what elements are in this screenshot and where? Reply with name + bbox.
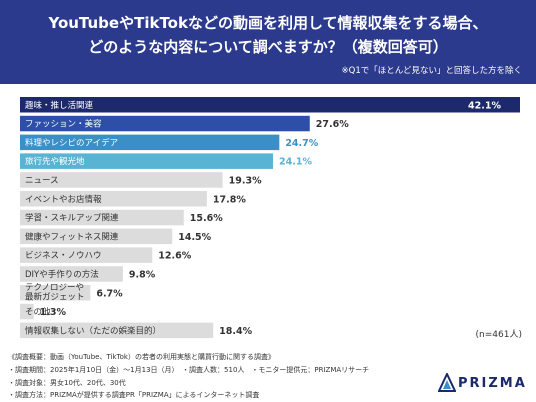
footer-summary: 《調査概要：動画（YouTube、TikTok）の若者の利用実態と購買行動に関す…	[8, 353, 275, 361]
chart-note: ※Q1で「ほとんど見ない」と回答した方を除く	[341, 66, 522, 76]
value-label: 6.7%	[96, 288, 123, 299]
prizma-logo-icon	[438, 373, 456, 392]
category-label: ビジネス・ノウハウ	[25, 251, 102, 261]
bar-group: DIYや手作りの方法 9.8%	[20, 266, 156, 282]
bar	[20, 209, 184, 226]
chart-title-line2: どのような内容について調べますか？（複数回答可）	[88, 38, 448, 56]
bar-group: ファッション・美容 27.6%	[20, 115, 349, 132]
value-label: 42.1%	[468, 100, 501, 111]
category-label: 学習・スキルアップ関連	[25, 213, 119, 224]
chart-title-line1: YouTubeやTikTokなどの動画を利用して情報収集をする場合、	[48, 14, 488, 32]
header-banner: YouTubeやTikTokなどの動画を利用して情報収集をする場合、 どのような…	[0, 0, 536, 84]
footer-period: ・調査期間：2025年1月10日（金）〜1月13日（月） ・調査人数：510人 …	[8, 366, 370, 374]
bar-value-bg	[462, 97, 520, 113]
bar	[20, 134, 280, 151]
bar	[20, 115, 310, 132]
value-label: 15.6%	[190, 213, 223, 224]
category-label: DIYや手作りの方法	[25, 269, 99, 280]
bar-group: 趣味・推し活関連 42.1%	[20, 97, 520, 113]
sample-size-label: (n=461人)	[475, 330, 522, 340]
bar	[20, 303, 34, 320]
footer-target: ・調査対象：男女10代、20代、30代	[8, 379, 126, 387]
value-label: 18.4%	[219, 326, 252, 337]
value-label: 14.5%	[178, 232, 211, 243]
category-label: 情報収集しない（ただの娯楽目的）	[25, 325, 161, 336]
bar-group: ニュース 19.3%	[20, 172, 262, 188]
category-label: ニュース	[25, 176, 59, 186]
category-label: ファッション・美容	[25, 119, 102, 130]
bar	[20, 247, 153, 263]
bar-group: 情報収集しない（ただの娯楽目的） 18.4%	[20, 322, 253, 339]
bar	[20, 172, 223, 188]
value-label: 17.8%	[213, 194, 246, 205]
bar	[20, 322, 214, 339]
bar-group: 料理やレシピのアイデア 24.7%	[20, 134, 319, 151]
value-label: 9.8%	[129, 269, 156, 280]
value-label: 27.6%	[316, 119, 349, 130]
bar-group: 学習・スキルアップ関連 15.6%	[20, 209, 223, 226]
category-label: 趣味・推し活関連	[25, 100, 94, 111]
footer-method: ・調査方法：PRIZMAが提供する調査PR「PRIZMA」によるインターネット調…	[8, 391, 260, 399]
bar-chart: 趣味・推し活関連 42.1% ファッション・美容 27.6% 料理やレシピのアイデア 24…	[20, 97, 520, 339]
value-label: 24.1%	[279, 157, 312, 168]
category-label: 健康やフィットネス関連	[25, 231, 119, 242]
category-label: その他	[25, 307, 51, 318]
bar	[20, 228, 173, 245]
bar	[20, 97, 462, 113]
category-label: 旅行先や観光地	[25, 156, 85, 167]
logo-text: PRIZMA	[458, 376, 527, 391]
prizma-logo: PRIZMA	[438, 372, 525, 396]
bar	[20, 153, 274, 169]
value-label: 1.3%	[40, 307, 67, 318]
value-label: 24.7%	[285, 138, 318, 149]
bar-group: 旅行先や観光地 24.1%	[20, 153, 312, 169]
bar	[20, 191, 207, 207]
value-label: 12.6%	[158, 251, 191, 262]
category-label: テクノロジーや最新ガジェット	[25, 283, 85, 303]
category-label: 料理やレシピのアイデア	[25, 137, 118, 148]
bar-group: 健康やフィットネス関連 14.5%	[20, 228, 212, 245]
bar-group: イベントやお店情報 17.8%	[20, 191, 246, 207]
value-label: 19.3%	[229, 175, 262, 186]
bar-group: テクノロジーや最新ガジェット 6.7%	[20, 283, 123, 303]
category-label: イベントやお店情報	[25, 194, 102, 205]
bar	[20, 266, 123, 282]
bar	[20, 285, 91, 301]
bar-group: ビジネス・ノウハウ 12.6%	[20, 247, 192, 263]
